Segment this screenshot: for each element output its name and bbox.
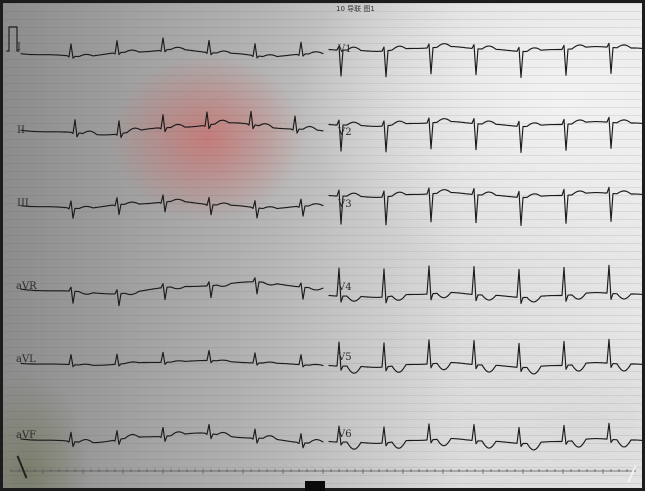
lead-label-aVR: aVR bbox=[16, 281, 37, 292]
ecg-grid bbox=[3, 3, 642, 488]
trace-II bbox=[20, 110, 324, 139]
ecg-paper: 10 导联 图1 I II III aVR aVL aVF V1 V2 V3 V… bbox=[3, 3, 642, 488]
trace-V3 bbox=[328, 186, 642, 227]
trace-I bbox=[20, 37, 324, 59]
lead-label-I: I bbox=[17, 42, 21, 53]
lead-label-V1: V1 bbox=[338, 44, 352, 55]
lead-label-V3: V3 bbox=[338, 199, 352, 210]
trace-V4 bbox=[328, 264, 642, 305]
trace-aVF bbox=[20, 423, 324, 449]
header-text: 10 导联 图1 bbox=[336, 5, 375, 13]
ecg-traces bbox=[6, 26, 642, 474]
bottom-clip bbox=[305, 481, 325, 491]
lead-label-aVF: aVF bbox=[16, 430, 37, 441]
lead-label-V5: V5 bbox=[338, 352, 352, 363]
lead-label-aVL: aVL bbox=[16, 354, 36, 365]
trace-III bbox=[20, 194, 324, 219]
lead-label-V6: V6 bbox=[338, 429, 352, 440]
lead-label-V4: V4 bbox=[338, 282, 352, 293]
trace-V1 bbox=[328, 42, 642, 79]
trace-V5 bbox=[328, 338, 642, 375]
trace-V2 bbox=[328, 116, 642, 154]
trace-aVL bbox=[20, 349, 324, 368]
lead-label-V2: V2 bbox=[338, 127, 352, 138]
trace-V6 bbox=[328, 422, 642, 451]
lead-label-II: II bbox=[17, 125, 25, 136]
lead-label-III: III bbox=[17, 198, 29, 209]
trace-aVR bbox=[20, 277, 324, 307]
calibration-pulse bbox=[6, 26, 20, 52]
